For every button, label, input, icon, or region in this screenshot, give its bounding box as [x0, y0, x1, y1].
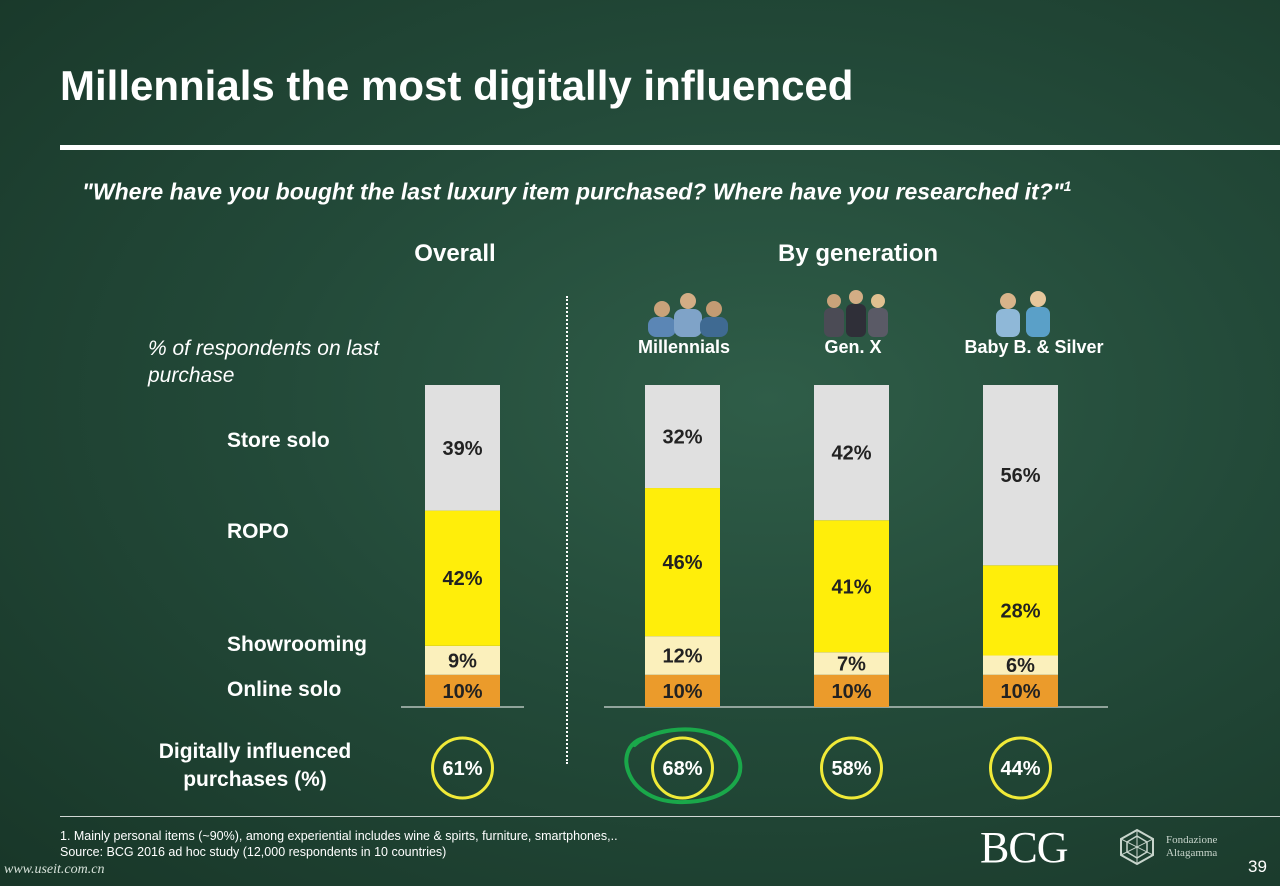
- digitally-influenced-label: Digitally influenced purchases (%): [158, 740, 352, 791]
- legend-ropo: ROPO: [227, 520, 289, 543]
- legend-store-solo: Store solo: [227, 429, 330, 452]
- bar-gen-x-ropo: [814, 520, 889, 653]
- label-overall-ropo: 42%: [442, 568, 482, 590]
- section-by-generation: By generation: [777, 240, 939, 267]
- label-millennials-showrooming: 12%: [662, 645, 702, 667]
- digital-circle-baby-boomers: [989, 736, 1052, 800]
- label-overall-showrooming: 9%: [448, 650, 477, 672]
- title-rule: [60, 145, 1280, 150]
- bar-overall-online-solo: [425, 674, 500, 707]
- label-baby-boomers-ropo: 28%: [1000, 600, 1040, 622]
- label-millennials-online-solo: 10%: [662, 681, 702, 703]
- digital-value-baby-boomers: 44%: [1000, 758, 1040, 780]
- digital-value-millennials: 68%: [662, 758, 702, 780]
- digital-circle-overall: [431, 736, 494, 800]
- bar-overall-showrooming: [425, 645, 500, 675]
- bar-gen-x-online-solo: [814, 674, 889, 707]
- page-number: 39: [1248, 857, 1267, 876]
- digital-value-gen-x: 58%: [831, 758, 871, 780]
- footer-rule: [60, 816, 1280, 817]
- bar-millennials-ropo: [645, 488, 720, 637]
- gen-x-people-icon: [824, 290, 888, 337]
- bar-baby-boomers-store-solo: [983, 385, 1058, 566]
- label-gen-x-online-solo: 10%: [831, 681, 871, 703]
- baby-boomers-people-icon: [996, 291, 1050, 337]
- bar-baby-boomers-ropo: [983, 565, 1058, 656]
- fondazione-line2: Altagamma: [1166, 847, 1218, 859]
- slide-title: Millennials the most digitally influence…: [60, 62, 854, 109]
- survey-question-text: "Where have you bought the last luxury i…: [82, 178, 1064, 205]
- bar-gen-x-store-solo: [814, 385, 889, 521]
- watermark: www.useit.com.cn: [4, 862, 105, 877]
- bar-millennials-showrooming: [645, 636, 720, 675]
- section-overall: Overall: [414, 240, 496, 267]
- digital-circle-gen-x: [820, 736, 883, 800]
- fondazione-logo: Fondazione Altagamma: [1118, 828, 1217, 866]
- bar-millennials-store-solo: [645, 385, 720, 489]
- source-text: Source: BCG 2016 ad hoc study (12,000 re…: [60, 845, 447, 859]
- millennials-people-icon: [648, 293, 728, 337]
- label-baby-boomers-showrooming: 6%: [1006, 655, 1035, 677]
- survey-question: "Where have you bought the last luxury i…: [82, 178, 1071, 206]
- legend-online-solo: Online solo: [227, 678, 342, 701]
- footnote-text: 1. Mainly personal items (~90%), among e…: [60, 829, 618, 843]
- label-overall-online-solo: 10%: [442, 681, 482, 703]
- digital-circle-millennials: [651, 736, 714, 800]
- label-baby-boomers-store-solo: 56%: [1000, 465, 1040, 487]
- category-label-gen-x: Gen. X: [824, 337, 882, 357]
- altagamma-emblem-icon: [1120, 828, 1154, 866]
- bar-overall-ropo: [425, 510, 500, 646]
- bar-millennials-online-solo: [645, 674, 720, 707]
- section-divider: [566, 296, 568, 764]
- bar-overall-store-solo: [425, 385, 500, 511]
- respondents-label: % of respondents on last purchase: [148, 337, 380, 387]
- highlight-ellipse-millennials: [624, 727, 743, 805]
- digital-value-overall: 61%: [442, 758, 482, 780]
- category-label-millennials: Millennials: [637, 337, 731, 357]
- label-millennials-ropo: 46%: [662, 552, 702, 574]
- label-overall-store-solo: 39%: [442, 438, 482, 460]
- footnote-marker: 1: [1063, 178, 1072, 194]
- category-label-baby-boomers: Baby B. & Silver: [964, 337, 1104, 357]
- bar-gen-x-showrooming: [814, 652, 889, 675]
- footnote-block: 1. Mainly personal items (~90%), among e…: [60, 828, 618, 860]
- label-millennials-store-solo: 32%: [662, 427, 702, 449]
- label-gen-x-store-solo: 42%: [831, 443, 871, 465]
- bar-baby-boomers-showrooming: [983, 655, 1058, 675]
- fondazione-line1: Fondazione: [1166, 834, 1218, 846]
- label-gen-x-ropo: 41%: [831, 576, 871, 598]
- label-gen-x-showrooming: 7%: [837, 654, 866, 676]
- label-baby-boomers-online-solo: 10%: [1000, 681, 1040, 703]
- bar-baby-boomers-online-solo: [983, 674, 1058, 707]
- bcg-logo: BCG: [980, 823, 1068, 872]
- legend-showrooming: Showrooming: [227, 633, 367, 656]
